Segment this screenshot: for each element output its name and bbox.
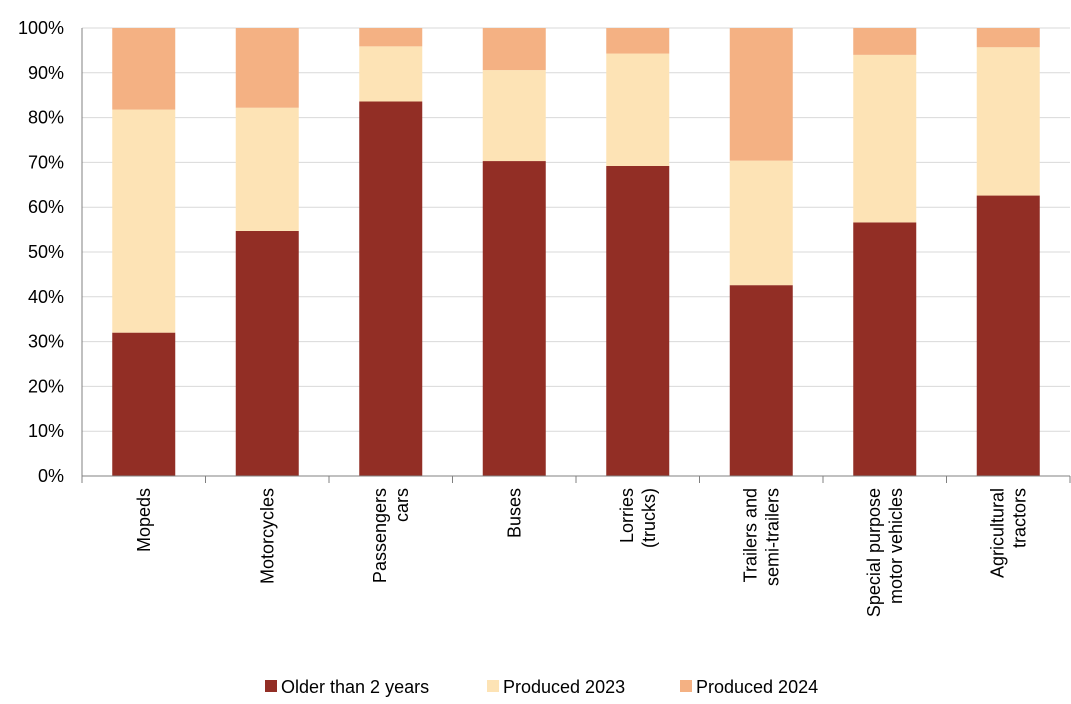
bar-segment	[853, 54, 917, 223]
y-tick-label: 40%	[28, 287, 64, 307]
bar-segment	[729, 160, 793, 286]
x-category-label: Trailers and semi-trailers	[740, 488, 782, 586]
bar-segment	[482, 161, 546, 476]
x-category-label-line: semi-trailers	[762, 488, 782, 586]
x-category-label: Mopeds	[134, 488, 154, 552]
x-category-label-line: tractors	[1009, 488, 1029, 548]
x-category-label-line: Lorries	[617, 488, 637, 543]
bar-segment	[853, 28, 917, 55]
bar-segment	[606, 53, 670, 166]
x-category-label: Agricultural tractors	[987, 488, 1029, 578]
bar-segment	[853, 222, 917, 476]
x-category-label-line: Mopeds	[134, 488, 154, 552]
y-tick-label: 70%	[28, 152, 64, 172]
y-tick-label: 80%	[28, 108, 64, 128]
bar-segment	[235, 107, 299, 231]
y-tick-label: 100%	[18, 18, 64, 38]
x-category-label-line: Trailers and	[740, 488, 760, 582]
legend: Older than 2 years Produced 2023 Produced …	[265, 677, 818, 697]
y-tick-label: 10%	[28, 421, 64, 441]
bar-segment	[976, 47, 1040, 196]
bar-segment	[482, 70, 546, 162]
y-tick-label: 20%	[28, 376, 64, 396]
bar-segment	[976, 28, 1040, 48]
bar-segment	[359, 28, 423, 47]
bar-segment	[112, 332, 176, 476]
bars	[112, 28, 1040, 477]
x-category-label-line: Buses	[504, 488, 524, 538]
y-tick-label: 0%	[38, 466, 64, 486]
gridlines	[82, 27, 1070, 432]
y-tick-label: 60%	[28, 197, 64, 217]
bar-segment	[976, 195, 1040, 476]
legend-swatch	[680, 680, 692, 692]
x-category-label-line: Agricultural	[987, 488, 1007, 578]
legend-swatch	[265, 680, 277, 692]
bar-segment	[482, 28, 546, 71]
y-tick-label: 90%	[28, 63, 64, 83]
x-category-label-line: Motorcycles	[257, 488, 277, 584]
bar-segment	[359, 101, 423, 477]
y-tick-label: 30%	[28, 332, 64, 352]
x-category-label-line: Passengers	[370, 488, 390, 583]
bar-segment	[729, 28, 793, 161]
bar-segment	[112, 28, 176, 110]
bar-segment	[606, 28, 670, 54]
legend-label: Produced 2023	[503, 677, 625, 697]
axes	[81, 28, 1071, 483]
bar-segment	[235, 28, 299, 108]
y-tick-label: 50%	[28, 242, 64, 262]
x-category-label: Lorries (trucks)	[617, 488, 659, 548]
bar-segment	[606, 165, 670, 476]
x-category-label: Buses	[504, 488, 524, 538]
y-axis-tick-labels: 0% 10% 20% 30% 40% 50% 60% 70% 80% 90% 100%	[18, 18, 64, 486]
bar-segment	[235, 230, 299, 476]
bar-segment	[729, 285, 793, 476]
bar-segment	[359, 46, 423, 102]
x-category-label-line: cars	[392, 488, 412, 522]
x-category-label-line: (trucks)	[639, 488, 659, 548]
x-category-label: Passengers cars	[370, 488, 412, 583]
x-category-label: Special purpose motor vehicles	[864, 488, 906, 617]
legend-label: Produced 2024	[696, 677, 818, 697]
x-category-label: Motorcycles	[257, 488, 277, 584]
x-axis-category-labels: Mopeds Motorcycles Passengers cars Buses Lorr…	[134, 488, 1030, 617]
bar-segment	[112, 109, 176, 333]
legend-swatch	[487, 680, 499, 692]
x-category-label-line: motor vehicles	[886, 488, 906, 604]
legend-label: Older than 2 years	[281, 677, 429, 697]
x-category-label-line: Special purpose	[864, 488, 884, 617]
